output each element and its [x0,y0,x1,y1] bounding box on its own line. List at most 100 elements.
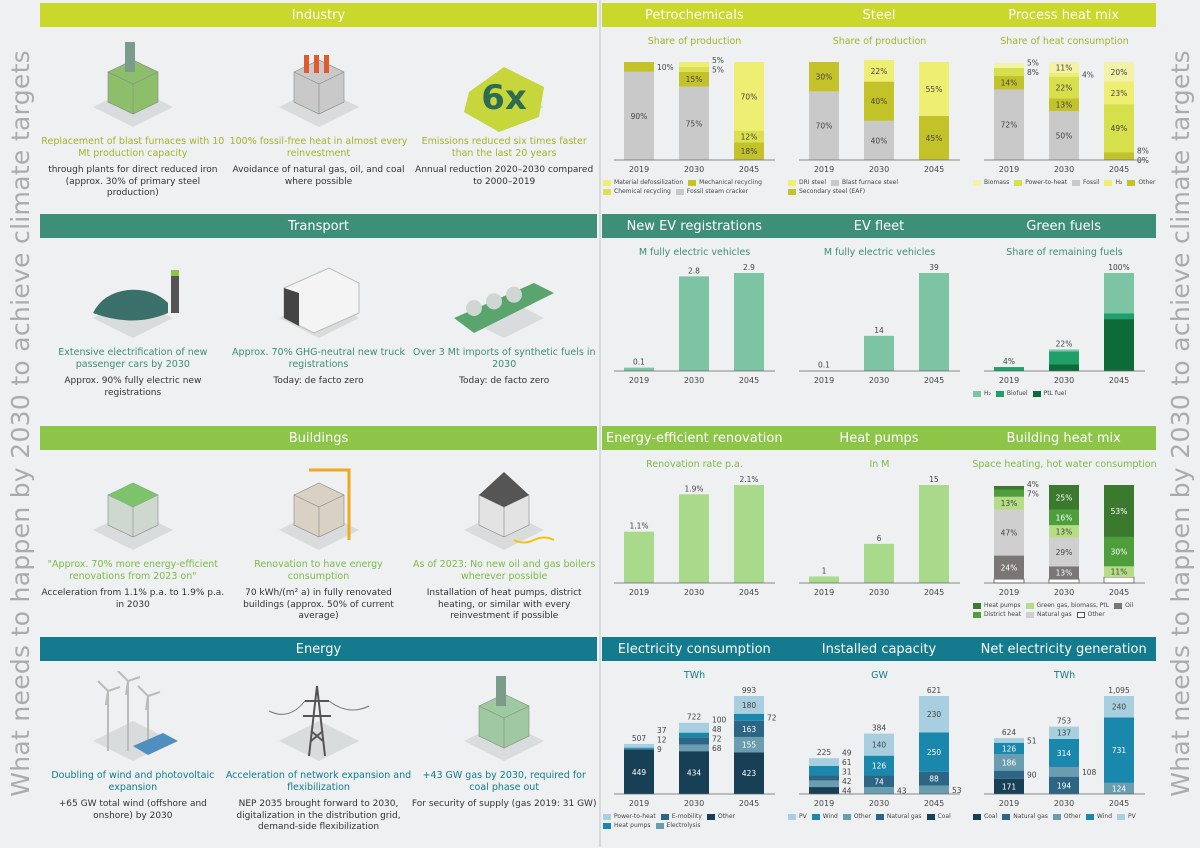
x-tick-label: 2019 [999,588,1019,597]
legend-label: PV [1128,813,1136,820]
bar-label: 24% [1001,563,1018,572]
bar-label: 72% [1001,121,1018,130]
bar-label: 8% [1027,68,1039,77]
bar-segment [809,780,839,787]
x-tick-label: 2045 [1109,376,1129,385]
bar-segment [679,494,709,583]
bar-label: 155 [742,741,757,750]
chart-subtitle: Share of production [833,36,927,48]
x-tick-label: 2030 [869,376,889,385]
bar-label: 8% [1137,147,1149,156]
icon-shape [506,287,522,303]
bar-label: 90 [1027,771,1037,780]
legend-item: Other [707,813,735,820]
measure-description: For security of supply (gas 2019: 31 GW) [412,799,597,811]
legend-label: Electrolysis [667,822,701,829]
steel-plant-icon [73,37,193,132]
legend-label: Natural gas [1037,611,1072,618]
bar-label: 12 [657,736,667,745]
chart-net-electricity-generation: 1711861269051624201919431413710875320301… [972,682,1157,812]
legend-swatch [676,189,684,195]
legend-label: Natural gas [1013,813,1048,820]
bar-total: 2.9 [743,263,755,272]
chart-title: Heat pumps [787,431,972,446]
bar-segment [1104,319,1134,371]
legend-swatch [996,391,1004,397]
bar-segment [734,714,764,721]
measure-description: Approx. 90% fully electric new registrat… [40,376,226,399]
side-title-text: What needs to happen by 2030 to achieve … [6,50,35,797]
side-title-right: What needs to happen by 2030 to achieve … [1160,0,1200,847]
chart-subtitle: M fully electric vehicles [824,247,935,259]
legend-item: DRI steel [788,179,826,186]
x-tick-label: 2045 [739,799,759,808]
bar-label: 230 [927,710,942,719]
bar-label: 140 [872,741,887,750]
legend-item: Coal [927,813,951,820]
bar-label: 29% [1056,548,1073,557]
truck-icon [259,248,379,343]
bar-label: 37 [657,726,667,735]
measure-list: "Approx. 70% more energy-efficient renov… [40,450,597,637]
measure-item: Acceleration of network expansion and fl… [226,661,412,848]
bar-total: 39 [929,263,939,272]
bar-label: 108 [1082,768,1097,777]
legend-swatch [1104,180,1112,186]
legend-label: Coal [984,813,997,820]
legend-item: Electrolysis [656,822,701,829]
bar-label: 13% [1056,101,1073,110]
chart-title: Net electricity generation [971,642,1156,657]
bar-label: 18% [741,147,758,156]
x-tick-label: 2045 [1109,165,1129,174]
bar-label: 13% [1056,569,1073,578]
chart-subtitle: Renovation rate p.a. [646,459,743,471]
legend-item: Mechanical recycling [688,179,762,186]
bar-label: 163 [742,725,757,734]
legend-label: Natural gas [887,813,922,820]
legend-swatch [1053,814,1061,820]
measure-item: "Approx. 70% more energy-efficient renov… [40,450,226,637]
x-tick-label: 2045 [1109,588,1129,597]
section-header: Energy [40,637,597,661]
x-tick-label: 2045 [739,376,759,385]
tanker-ship-icon [444,248,564,343]
legend-swatch [973,814,981,820]
bar-label: 70% [816,122,833,131]
chart-title: Electricity consumption [602,642,787,657]
x-tick-label: 2045 [924,799,944,808]
legend-swatch [1026,603,1034,609]
bar-label: 75% [686,119,703,128]
bar-label: 4% [1027,480,1039,489]
bar-segment [864,336,894,371]
legend-swatch [688,180,696,186]
bar-label: 30% [816,73,833,82]
bar-label: 12% [741,132,758,141]
x-tick-label: 2019 [629,376,649,385]
bar-label: 449 [632,768,647,777]
legend-item: Oil [1114,602,1133,609]
legend-swatch [1114,603,1122,609]
bar-segment [679,67,709,72]
bar-label: 186 [1002,758,1017,767]
bar-label: 194 [1057,781,1072,790]
legend-label: Other [1088,611,1105,618]
icon-shape [324,55,329,73]
legend-label: Fossil [1083,179,1100,186]
bar-label: 100 [712,715,727,724]
chart-subtitle: TWh [684,670,705,682]
chart-title: Installed capacity [787,642,972,657]
measure-item: Replacement of blast furnaces with 10 Mt… [40,27,226,214]
measure-item: As of 2023: No new oil and gas boilers w… [411,450,597,637]
